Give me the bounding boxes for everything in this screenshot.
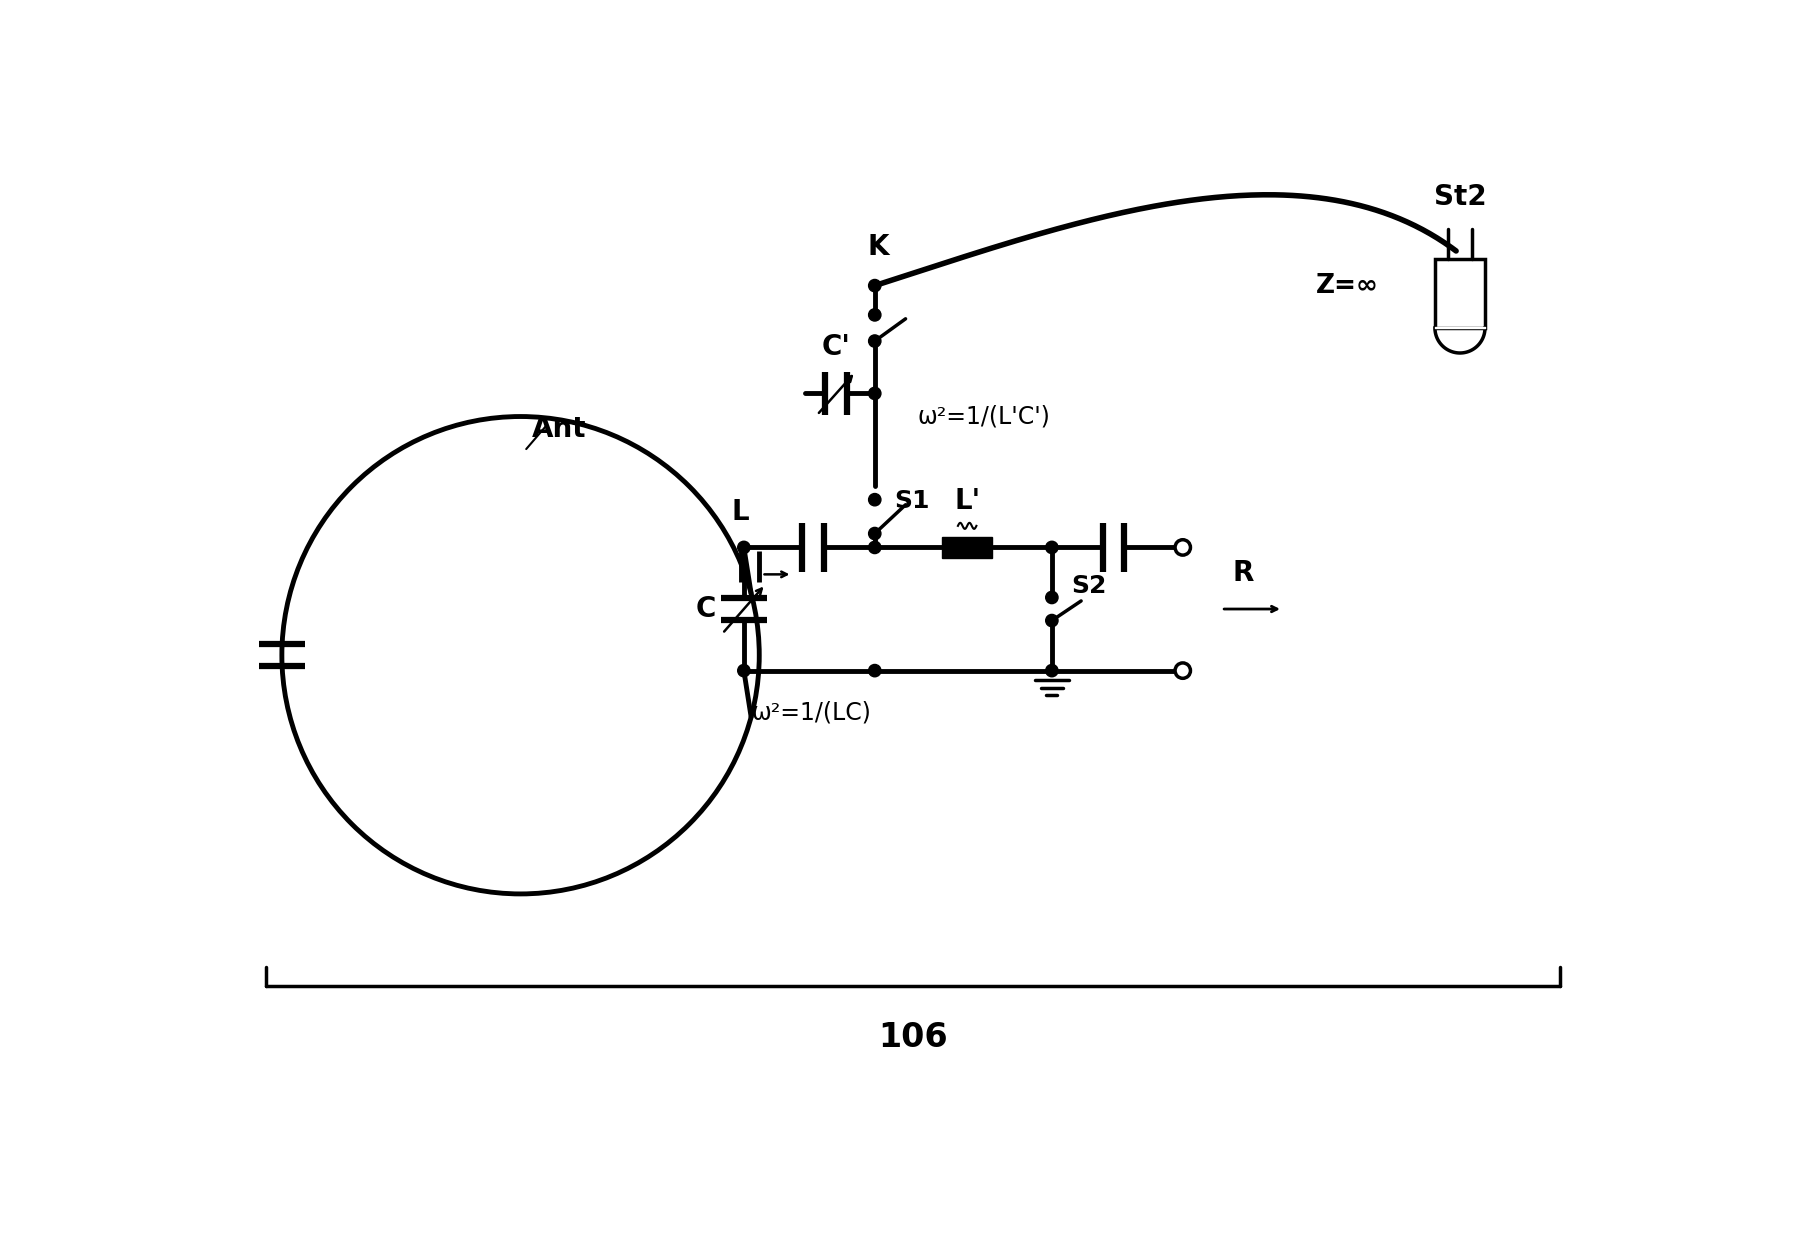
Text: R: R	[1233, 560, 1254, 588]
Circle shape	[868, 308, 881, 321]
Circle shape	[868, 280, 881, 292]
Text: ω²=1/(LC): ω²=1/(LC)	[751, 701, 872, 725]
Circle shape	[1046, 592, 1058, 604]
Text: C: C	[695, 595, 715, 623]
Circle shape	[739, 541, 749, 553]
Circle shape	[1046, 614, 1058, 626]
Circle shape	[1046, 665, 1058, 677]
Text: K: K	[868, 233, 890, 261]
Bar	[942, 536, 992, 558]
Bar	[1436, 259, 1484, 328]
Text: St2: St2	[1434, 183, 1486, 210]
Circle shape	[868, 665, 881, 677]
Text: S1: S1	[895, 489, 929, 514]
Text: ω²=1/(L'C'): ω²=1/(L'C')	[916, 405, 1049, 428]
Circle shape	[1046, 541, 1058, 553]
Circle shape	[868, 335, 881, 347]
Circle shape	[1175, 662, 1190, 678]
Circle shape	[868, 494, 881, 506]
Text: 106: 106	[879, 1021, 949, 1054]
Circle shape	[868, 541, 881, 553]
Text: L': L'	[954, 487, 979, 515]
Circle shape	[739, 665, 749, 677]
Circle shape	[868, 527, 881, 540]
Text: S2: S2	[1071, 574, 1107, 598]
Text: Z=∞: Z=∞	[1315, 272, 1378, 298]
Text: Ant: Ant	[532, 416, 586, 443]
Text: L: L	[731, 498, 749, 526]
Circle shape	[1175, 540, 1190, 555]
Circle shape	[868, 387, 881, 400]
Text: C': C'	[821, 333, 850, 361]
